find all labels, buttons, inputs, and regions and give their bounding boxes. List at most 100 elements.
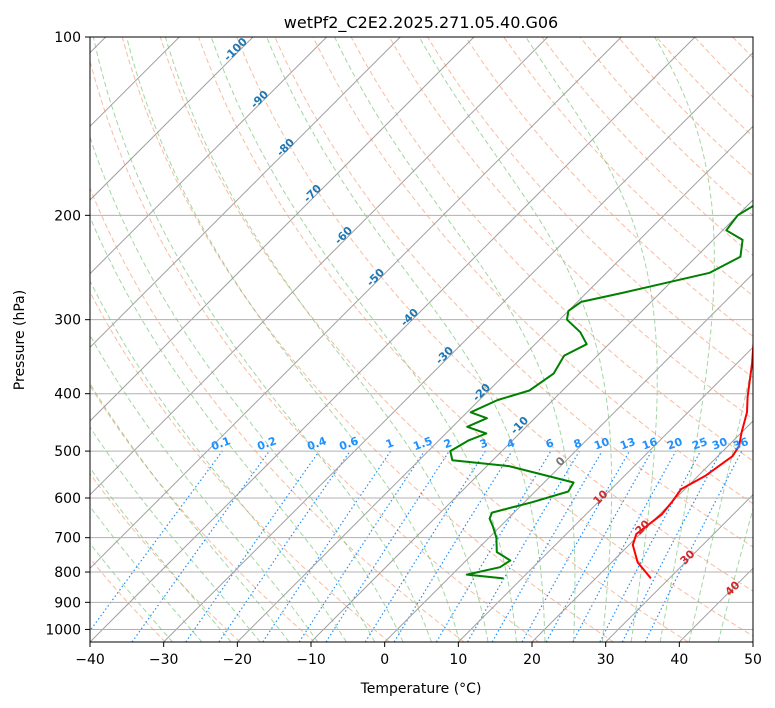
x-tick-label: 50	[744, 652, 762, 668]
dry-adiabat-line	[350, 37, 753, 462]
moist-adiabat-line	[210, 37, 517, 642]
mixing-ratio-line	[218, 450, 351, 642]
temperature-line	[631, 336, 753, 580]
moist-adiabat-line	[525, 37, 658, 642]
mixing-ratio-line	[185, 450, 320, 642]
dry-adiabat-line	[198, 37, 753, 637]
y-tick-label: 100	[54, 30, 81, 46]
mixing-ratio-label: 8	[572, 436, 584, 451]
mixing-ratio-label: 3	[478, 436, 490, 451]
mixing-ratio-label: 6	[544, 436, 556, 451]
mixing-ratio-label: 13	[618, 435, 637, 452]
dry-adiabat-line	[90, 472, 241, 642]
mixing-ratio-line	[90, 450, 223, 632]
y-axis-label: Pressure (hPa)	[12, 290, 28, 390]
mixing-ratio-line	[393, 450, 513, 642]
moist-adiabat-line	[418, 37, 613, 642]
isotherm-line	[457, 346, 753, 642]
x-tick-label: −20	[223, 652, 253, 668]
x-tick-label: 0	[380, 652, 389, 668]
dry-adiabat-line	[90, 186, 465, 642]
isotherm-line	[384, 272, 753, 642]
moist-adiabat-line	[90, 426, 261, 642]
dry-adiabat-line	[159, 37, 689, 642]
moist-adiabat-line	[90, 382, 290, 642]
isotherm-line	[90, 37, 622, 570]
dry-adiabat-line	[503, 37, 753, 297]
mixing-ratio-label: 2	[442, 436, 454, 451]
y-tick-label: 300	[54, 313, 81, 329]
moist-adiabat-line	[717, 506, 753, 642]
isotherm-line	[163, 51, 753, 642]
mixing-ratio-label: 4	[505, 436, 517, 451]
isotherm-line	[90, 37, 549, 496]
isotherm-line	[90, 37, 328, 275]
dewpoint-line	[449, 204, 753, 580]
isotherm-line	[605, 493, 753, 642]
mixing-ratio-label: 20	[665, 435, 684, 453]
moist-adiabat-line	[90, 215, 376, 642]
moist-adiabat-line	[92, 37, 432, 642]
mixing-ratio-line	[298, 450, 425, 642]
mixing-ratio-label: 25	[690, 435, 709, 452]
mixing-ratio-line	[545, 450, 653, 642]
plot-frame	[89, 36, 754, 643]
dry-adiabat-line	[90, 291, 390, 642]
chart-title: wetPf2_C2E2.2025.271.05.40.G06	[284, 13, 558, 33]
dry-adiabat-line	[121, 37, 614, 642]
moist-adiabat-line	[266, 37, 546, 642]
y-axis: 100 200 300 400 500 600 700 800 900 1000	[45, 30, 90, 638]
y-tick-label: 800	[54, 565, 81, 581]
profiles	[449, 204, 753, 580]
isotherm-line	[90, 37, 254, 201]
mixing-ratio-label: 1	[384, 436, 396, 451]
dry-adiabat-line	[426, 37, 753, 378]
moist-adiabat-line	[164, 37, 489, 642]
mixing-ratio-label: 0.1	[209, 434, 232, 453]
x-axis-label: Temperature (°C)	[360, 681, 482, 697]
isotherm-line	[90, 37, 475, 422]
y-tick-label: 500	[54, 444, 81, 460]
isotherm-line	[531, 420, 753, 642]
mixing-ratio-line	[572, 450, 677, 642]
mixing-ratio-line	[325, 450, 450, 642]
dry-adiabat-line	[90, 59, 540, 642]
mixing-ratio-label: 0.4	[305, 434, 328, 453]
y-tick-label: 900	[54, 595, 81, 611]
mixing-ratio-label: 36	[731, 435, 750, 453]
moist-adiabat-line	[90, 467, 232, 642]
moist-adiabat-line	[654, 37, 715, 642]
x-tick-label: −10	[296, 652, 326, 668]
x-tick-label: 30	[597, 652, 615, 668]
isotherm-line	[90, 37, 696, 642]
dry-adiabat-line	[236, 37, 753, 592]
y-tick-label: 200	[54, 208, 81, 224]
y-tick-label: 1000	[45, 622, 81, 638]
mixing-ratio-label: 0.6	[337, 434, 360, 453]
moist-adiabat-line	[90, 334, 319, 642]
background-lines	[90, 37, 753, 642]
y-tick-label: 700	[54, 531, 81, 547]
moist-adiabat-line	[688, 358, 753, 642]
mixing-ratio-line	[131, 450, 270, 642]
moist-adiabat-line	[126, 37, 461, 642]
x-tick-label: 10	[449, 652, 467, 668]
dry-adiabat-line	[90, 557, 166, 642]
x-axis: −40 −30 −20 −10 0 10 20 30 40 50	[75, 642, 762, 668]
y-tick-label: 400	[54, 387, 81, 403]
x-tick-label: −40	[75, 652, 105, 668]
isotherm-line	[90, 37, 401, 349]
mixing-ratio-label: 16	[640, 435, 659, 453]
moist-adiabat-line	[90, 135, 404, 642]
x-tick-label: 20	[523, 652, 541, 668]
mixing-ratio-label: 30	[710, 435, 729, 453]
mixing-ratio-line	[262, 450, 392, 642]
dry-adiabat-line	[274, 37, 753, 548]
x-tick-label: −30	[149, 652, 179, 668]
pressure-grid	[90, 37, 753, 630]
mixing-ratio-label: 1.5	[411, 434, 434, 453]
mixing-ratio-label: 0.2	[255, 434, 278, 453]
y-tick-label: 600	[54, 491, 81, 507]
